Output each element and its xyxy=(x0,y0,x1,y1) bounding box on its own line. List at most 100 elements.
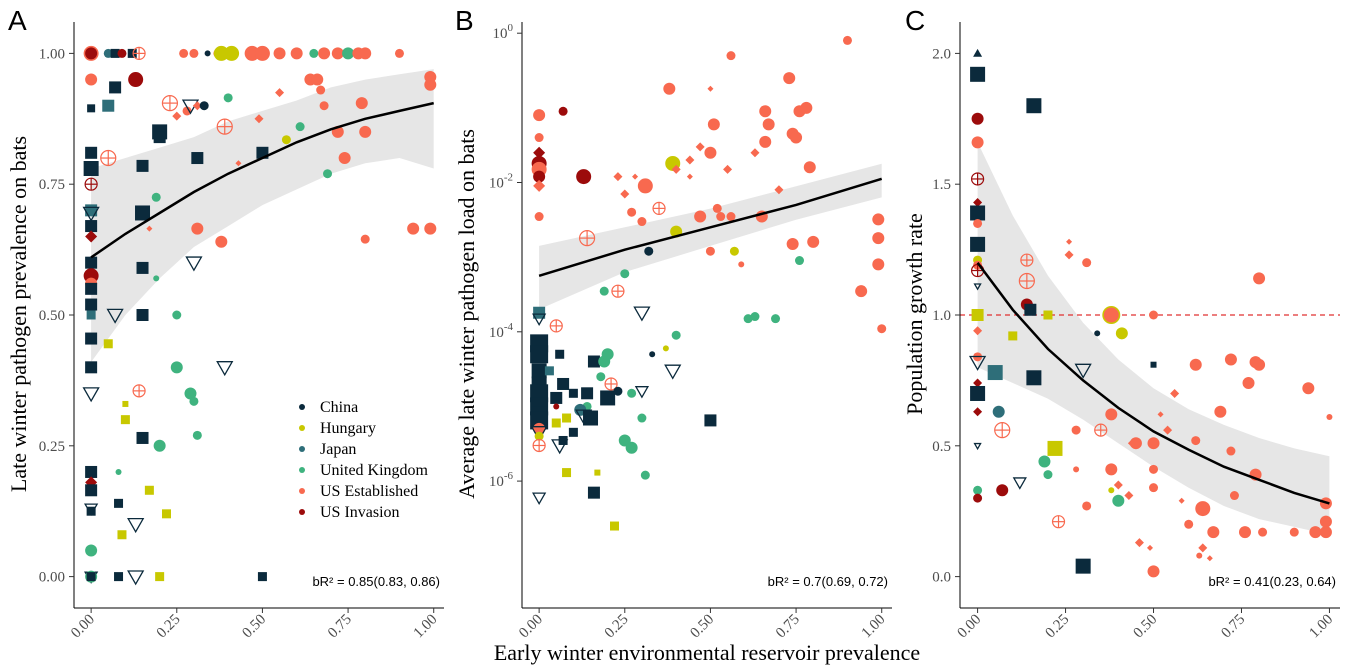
panel-b-point-66 xyxy=(750,312,760,322)
panel-b-point-117 xyxy=(610,521,619,531)
panel-b-point-42 xyxy=(759,135,772,148)
legend-label: US Invasion xyxy=(320,504,400,521)
panel-c-point-81 xyxy=(1214,405,1227,418)
legend-label: US Established xyxy=(320,483,418,500)
panel-a-point-104 xyxy=(144,485,154,495)
panel-c-point-32 xyxy=(1026,98,1042,114)
panel-a-point-93 xyxy=(132,384,146,398)
panel-c-y-tick-label: 0.5 xyxy=(932,439,951,455)
panel-a-point-1 xyxy=(85,47,98,60)
panel-a-point-16 xyxy=(290,47,303,60)
panel-a-point-24 xyxy=(85,73,98,86)
panel-a-point-67 xyxy=(151,192,161,202)
panel-b-ci-ribbon xyxy=(539,163,882,310)
panel-b-point-65 xyxy=(649,351,656,358)
panel-b-point-113 xyxy=(562,468,572,478)
panel-c-point-98 xyxy=(1319,526,1332,539)
panel-b-y-tick-label: 10-6 xyxy=(489,470,514,490)
panel-a-point-69 xyxy=(191,222,204,235)
panel-b-point-24 xyxy=(686,173,693,180)
panel-b-y-tick-label: 100 xyxy=(493,22,514,42)
panel-b-point-16 xyxy=(637,217,647,227)
panel-b-point-35 xyxy=(726,212,736,222)
panel-b-point-27 xyxy=(707,85,714,92)
panel-b-point-5 xyxy=(533,170,546,183)
panel-a-point-58 xyxy=(323,169,333,179)
panel-c-point-94 xyxy=(1309,526,1322,539)
panel-c-x-tick-label: 0.25 xyxy=(1043,612,1073,642)
panel-b-point-95 xyxy=(587,355,600,368)
panel-c-point-53 xyxy=(1105,463,1118,476)
panel-c-point-44 xyxy=(1074,363,1092,379)
panel-c-point-34 xyxy=(1020,253,1034,267)
panel-a-point-4 xyxy=(117,48,127,58)
panel-a-point-71 xyxy=(360,234,370,244)
legend-swatch xyxy=(299,425,305,431)
panel-a-point-86 xyxy=(85,332,98,345)
panel-a-point-65 xyxy=(85,230,98,243)
panel-a-point-9 xyxy=(204,50,211,57)
panel-a-point-115 xyxy=(114,572,124,582)
panel-a-point-40 xyxy=(136,159,149,172)
panel-a-point-111 xyxy=(85,544,98,557)
panel-c-point-90 xyxy=(1253,272,1266,285)
panel-c-point-52 xyxy=(1105,408,1118,421)
panel-c-point-13 xyxy=(971,309,984,321)
panel-b-point-15 xyxy=(637,178,653,194)
panel-c-x-tick-label: 0.50 xyxy=(1130,612,1160,642)
panel-b-point-71 xyxy=(532,313,547,326)
panel-letter-a: A xyxy=(8,5,27,36)
panel-c-x-tick-label: 0.00 xyxy=(955,612,985,642)
panel-b-point-33 xyxy=(723,164,733,174)
panel-b-point-22 xyxy=(671,164,681,174)
panel-letter-b: B xyxy=(455,5,474,36)
panel-c-point-61 xyxy=(1134,538,1144,548)
panel-c-y-tick-label: 2.0 xyxy=(932,46,951,62)
legend-label: China xyxy=(320,399,358,416)
panel-a-point-35 xyxy=(153,131,166,144)
panel-b-point-102 xyxy=(627,388,637,398)
panel-a-points xyxy=(82,45,437,586)
panel-c-point-17 xyxy=(973,378,983,388)
panel-a-point-85 xyxy=(185,256,203,272)
panel-b-point-14 xyxy=(632,173,639,180)
panel-b-point-47 xyxy=(790,131,803,144)
panel-a-point-36 xyxy=(172,111,182,121)
panel-a-point-73 xyxy=(424,222,437,235)
panel-c-point-89 xyxy=(1253,358,1266,371)
panel-a-point-2 xyxy=(103,48,113,58)
panel-a-point-79 xyxy=(86,310,96,320)
panel-c-point-18 xyxy=(970,385,986,401)
panel-c-point-96 xyxy=(1326,414,1333,421)
panel-b-point-64 xyxy=(664,364,682,380)
panel-c-point-75 xyxy=(1191,436,1201,446)
panel-a-point-89 xyxy=(82,387,100,403)
panel-c-point-76 xyxy=(1195,501,1211,517)
panel-a-point-8 xyxy=(189,48,199,58)
panel-a-point-17 xyxy=(309,48,319,58)
panel-b-point-2 xyxy=(533,146,546,159)
panel-a-point-114 xyxy=(86,572,96,582)
panel-a-point-61 xyxy=(84,177,98,191)
panel-b-point-25 xyxy=(695,142,705,152)
shared-xlabel: Early winter environmental reservoir pre… xyxy=(494,640,920,665)
panel-a-y-tick-label: 0.50 xyxy=(39,308,65,324)
panel-b-point-51 xyxy=(807,235,820,248)
panel-c-point-64 xyxy=(1150,361,1157,368)
panel-c-br2-annotation: bR² = 0.41(0.23, 0.64) xyxy=(1208,574,1336,589)
panel-c-y-tick-label: 1.5 xyxy=(932,177,951,193)
panel-c-point-29 xyxy=(1018,272,1035,290)
panel-c-point-55 xyxy=(1112,494,1125,507)
panel-c-point-28 xyxy=(1012,477,1027,490)
panel-a-point-87 xyxy=(103,339,113,349)
panel-b-points xyxy=(530,35,887,531)
panel-a-point-57 xyxy=(338,152,351,165)
panel-c-point-14 xyxy=(973,326,983,336)
panel-letter-c: C xyxy=(905,5,925,36)
panel-c-point-68 xyxy=(1147,565,1160,578)
panel-b-point-81 xyxy=(533,422,546,435)
panel-c-point-62 xyxy=(1147,544,1153,551)
panel-a-fit-line xyxy=(90,101,434,259)
panel-a-point-14 xyxy=(254,45,270,61)
